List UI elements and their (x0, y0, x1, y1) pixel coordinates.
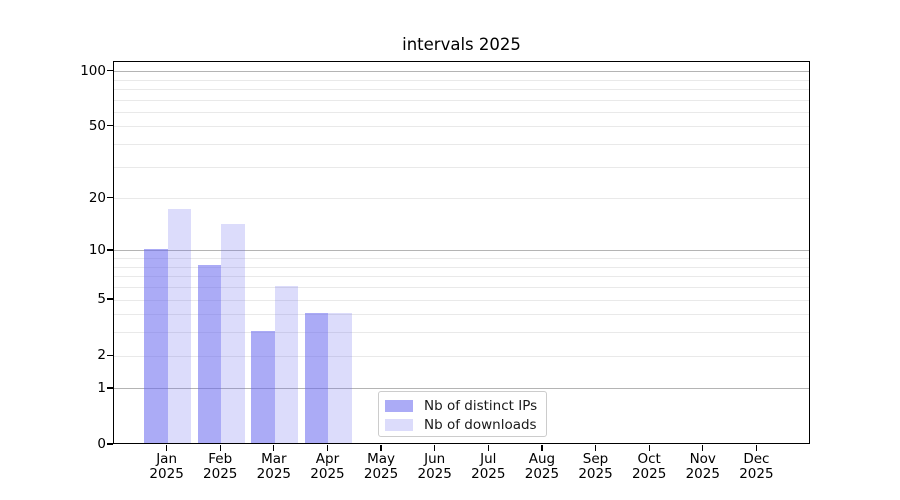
legend-swatch-distinct-ips (385, 400, 413, 412)
y-tick-label: 100 (80, 62, 106, 79)
gridline-minor (114, 88, 809, 90)
gridline-minor (114, 287, 809, 289)
x-tick-mark (219, 445, 221, 451)
gridline-minor (114, 198, 809, 200)
y-tick-mark (107, 387, 113, 389)
y-tick-label: 0 (97, 436, 106, 452)
legend-label-downloads: Nb of downloads (424, 417, 537, 433)
gridline-minor (114, 126, 809, 128)
x-tick-mark (380, 445, 382, 451)
x-tick-label: Jan 2025 (149, 451, 184, 482)
bar-downloads-mar (274, 285, 299, 443)
x-tick-label: Jul 2025 (471, 451, 506, 482)
bar-downloads-apr (328, 312, 352, 443)
x-tick-label: Mar 2025 (256, 451, 292, 482)
x-tick-label: Oct 2025 (631, 451, 667, 482)
gridline-minor (114, 144, 809, 146)
legend-item-distinct-ips: Nb of distinct IPs (385, 398, 538, 414)
chart-title: intervals 2025 (402, 35, 521, 54)
legend-label-distinct-ips: Nb of distinct IPs (424, 398, 538, 414)
bar-downloads-feb (221, 223, 245, 443)
gridline-minor (114, 266, 809, 268)
gridline-major (114, 250, 809, 252)
gridline-minor (114, 79, 809, 81)
y-tick-mark (107, 69, 113, 72)
gridline-minor (114, 258, 809, 260)
x-tick-mark (702, 445, 704, 451)
y-tick-mark (107, 197, 113, 199)
gridline-minor (114, 332, 809, 334)
y-tick-label: 50 (88, 117, 106, 134)
gridline-minor (114, 299, 809, 301)
y-tick-mark (107, 125, 113, 127)
y-tick-label: 20 (88, 189, 106, 206)
gridline-minor (114, 166, 809, 168)
gridline-minor (114, 314, 809, 316)
gridline-minor (114, 99, 809, 101)
plot-area (113, 61, 810, 444)
x-tick-label: Dec 2025 (739, 451, 774, 482)
y-tick-label: 1 (97, 379, 106, 396)
x-tick-label: Feb 2025 (203, 451, 238, 482)
x-tick-mark (648, 445, 650, 451)
legend: Nb of distinct IPs Nb of downloads (378, 391, 547, 437)
y-tick-mark (107, 249, 113, 251)
x-tick-mark (326, 445, 329, 451)
bar-ips-mar (251, 330, 275, 443)
x-tick-label: Aug 2025 (524, 451, 560, 482)
y-tick-label: 2 (97, 347, 106, 364)
x-tick-label: Jun 2025 (417, 451, 452, 482)
bar-ips-jan (144, 249, 168, 443)
gridline-minor (114, 276, 809, 278)
x-tick-mark (273, 445, 275, 451)
x-tick-label: May 2025 (363, 451, 399, 482)
x-tick-mark (434, 445, 436, 451)
x-tick-mark (594, 445, 597, 451)
x-tick-label: Sep 2025 (578, 451, 613, 482)
gridline-major (114, 388, 809, 390)
x-tick-mark (541, 445, 543, 451)
x-tick-label: Nov 2025 (685, 451, 720, 482)
y-tick-label: 5 (97, 291, 106, 308)
y-tick-label: 10 (88, 241, 106, 258)
gridline-minor (114, 355, 809, 357)
x-tick-mark (755, 445, 757, 451)
bar-ips-apr (304, 312, 329, 443)
y-tick-mark (107, 443, 113, 445)
gridline-major (114, 71, 809, 73)
bar-ips-feb (197, 265, 222, 443)
x-tick-mark (487, 445, 489, 451)
x-tick-mark (166, 445, 168, 451)
x-tick-label: Apr 2025 (310, 451, 345, 482)
legend-swatch-downloads (385, 419, 413, 431)
gridline-minor (114, 111, 809, 113)
bar-downloads-jan (167, 209, 192, 443)
y-tick-mark (107, 354, 113, 356)
legend-item-downloads: Nb of downloads (385, 417, 538, 433)
y-tick-mark (107, 298, 113, 300)
